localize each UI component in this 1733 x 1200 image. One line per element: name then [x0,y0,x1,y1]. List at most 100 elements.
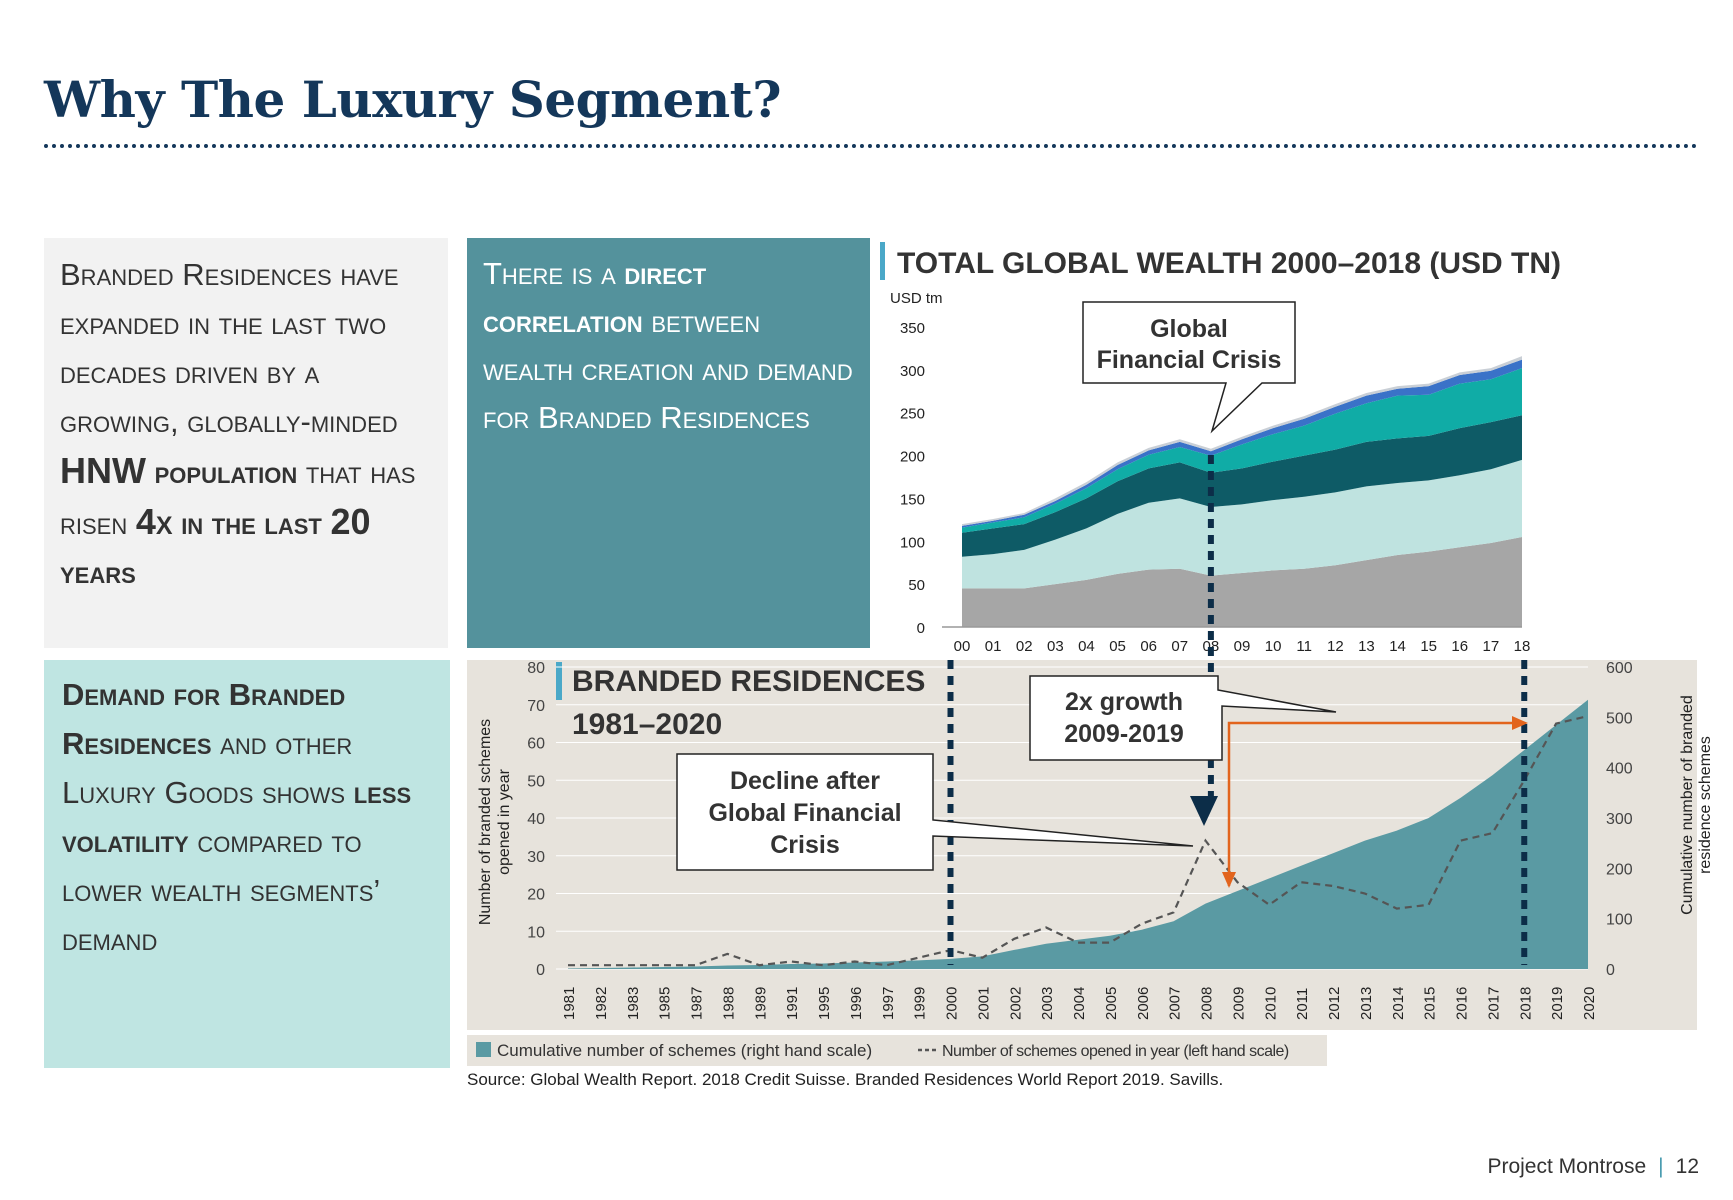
wealth-xtick-06: 06 [1140,638,1157,655]
wealth-xtick-10: 10 [1265,638,1282,655]
branded-xtick-2015: 2015 [1422,987,1439,1020]
global-wealth-chart: TOTAL GLOBAL WEALTH 2000–2018 (USD TN) U… [880,242,1561,655]
wealth-xtick-08: 08 [1203,638,1220,655]
branded-xtick-1995: 1995 [816,987,833,1020]
branded-residences-chart: BRANDED RESIDENCES 1981–2020 Number of b… [467,660,1714,1066]
growth-arrow-down-head [1222,872,1236,888]
box1-bold-hnw: HNW [60,450,146,491]
right-axis-label-line2: residence schemes [1697,736,1714,874]
branded-right-tick-100: 100 [1606,912,1633,929]
branded-xtick-2009: 2009 [1230,987,1247,1020]
box1-bold-population: population [154,455,298,490]
branded-right-tick-200: 200 [1606,861,1633,878]
wealth-xtick-18: 18 [1514,638,1531,655]
decline-label-line1: Decline after [730,767,880,795]
box2-text-1: There is a [483,256,625,291]
growth-label-line2: 2009-2019 [1064,720,1184,748]
branded-right-tick-600: 600 [1606,660,1633,677]
footer-separator: | [1658,1155,1664,1178]
branded-xtick-1981: 1981 [561,987,578,1020]
gfc-callout-bubble [1082,301,1296,434]
decline-label-line2: Global Financial [708,799,901,827]
branded-xtick-2014: 2014 [1390,987,1407,1020]
wealth-xtick-09: 09 [1234,638,1251,655]
wealth-xtick-14: 14 [1389,638,1406,655]
branded-right-tick-0: 0 [1606,962,1615,979]
box3-text-1: and other Luxury Goods shows [62,726,354,810]
wealth-xtick-01: 01 [985,638,1002,655]
branded-xtick-1999: 1999 [912,987,929,1020]
wealth-ytick-50: 50 [908,577,925,594]
decline-callout: Decline after Global Financial Crisis [676,753,1194,871]
branded-title-accent [556,662,562,700]
wealth-xtick-03: 03 [1047,638,1064,655]
wealth-band-2 [962,415,1522,557]
branded-xtick-2013: 2013 [1358,987,1375,1020]
box1-bold-years: years [60,555,136,590]
branded-left-tick-80: 80 [527,660,545,677]
growth-callout: 2x growth 2009-2019 [1029,675,1337,761]
branded-xtick-2005: 2005 [1103,987,1120,1020]
wealth-ytick-350: 350 [900,320,925,337]
branded-xtick-2012: 2012 [1326,987,1343,1020]
growth-callout-bubble [1029,675,1337,761]
branded-left-tick-30: 30 [527,849,545,866]
box3-text-2: compared to lower wealth segments’ deman… [62,824,380,957]
decline-callout-bubble [676,753,1194,871]
branded-chart-title-line1: BRANDED RESIDENCES [572,665,925,698]
branded-left-tick-10: 10 [527,924,545,941]
box1-text-1: Branded Residences have expanded in the … [60,257,399,439]
box3-bold-less-volatility: less volatility [62,775,412,859]
branded-left-tick-50: 50 [527,773,545,790]
wealth-ytick-250: 250 [900,406,925,423]
wealth-title-accent [880,242,885,280]
branded-xtick-2006: 2006 [1135,987,1152,1020]
branded-xtick-2007: 2007 [1167,987,1184,1020]
branded-xtick-1985: 1985 [657,987,674,1020]
wealth-ytick-150: 150 [900,491,925,508]
branded-left-tick-60: 60 [527,736,545,753]
growth-arrow-right-head [1512,716,1528,730]
wealth-ytick-200: 200 [900,449,925,466]
source-note: Source: Global Wealth Report. 2018 Credi… [467,1070,1224,1089]
branded-left-tick-70: 70 [527,698,545,715]
wealth-band-1 [962,459,1522,589]
gfc-label-line2: Financial Crisis [1097,346,1282,374]
wealth-ytick-300: 300 [900,363,925,380]
branded-xtick-1983: 1983 [625,987,642,1020]
branded-left-tick-20: 20 [527,887,545,904]
right-axis-label-line1: Cumulative number of branded [1679,695,1696,915]
branded-xtick-2018: 2018 [1517,987,1534,1020]
branded-xtick-2016: 2016 [1454,987,1471,1020]
cumulative-schemes-area [568,699,1588,969]
branded-right-tick-400: 400 [1606,761,1633,778]
wealth-band-0 [962,537,1522,627]
gfc-callout: Global Financial Crisis [1082,301,1296,434]
branded-xtick-2017: 2017 [1485,987,1502,1020]
wealth-xtick-02: 02 [1016,638,1033,655]
branded-xtick-1997: 1997 [880,987,897,1020]
wealth-band-3 [962,368,1522,533]
legend-label-cumulative: Cumulative number of schemes (right hand… [497,1041,872,1060]
branded-right-tick-300: 300 [1606,811,1633,828]
page-number: 12 [1675,1155,1699,1178]
branded-xtick-1989: 1989 [752,987,769,1020]
wealth-xtick-17: 17 [1483,638,1500,655]
box1-bold-4x: 4x [135,501,173,542]
legend-background [467,1035,1327,1066]
wealth-xtick-04: 04 [1078,638,1095,655]
branded-xtick-2003: 2003 [1039,987,1056,1020]
wealth-xtick-15: 15 [1420,638,1437,655]
gfc-label-line1: Global [1150,315,1228,343]
branded-xtick-1988: 1988 [720,987,737,1020]
branded-right-tick-500: 500 [1606,710,1633,727]
branded-xtick-1996: 1996 [848,987,865,1020]
branded-xtick-2001: 2001 [975,987,992,1020]
project-name: Project Montrose [1487,1155,1647,1178]
growth-arrows [1222,716,1528,888]
branded-left-tick-40: 40 [527,811,545,828]
branded-chart-title-line2: 1981–2020 [572,708,722,741]
wealth-ytick-0: 0 [917,620,925,637]
correlation-callout: There is a direct correlation between we… [467,238,870,648]
